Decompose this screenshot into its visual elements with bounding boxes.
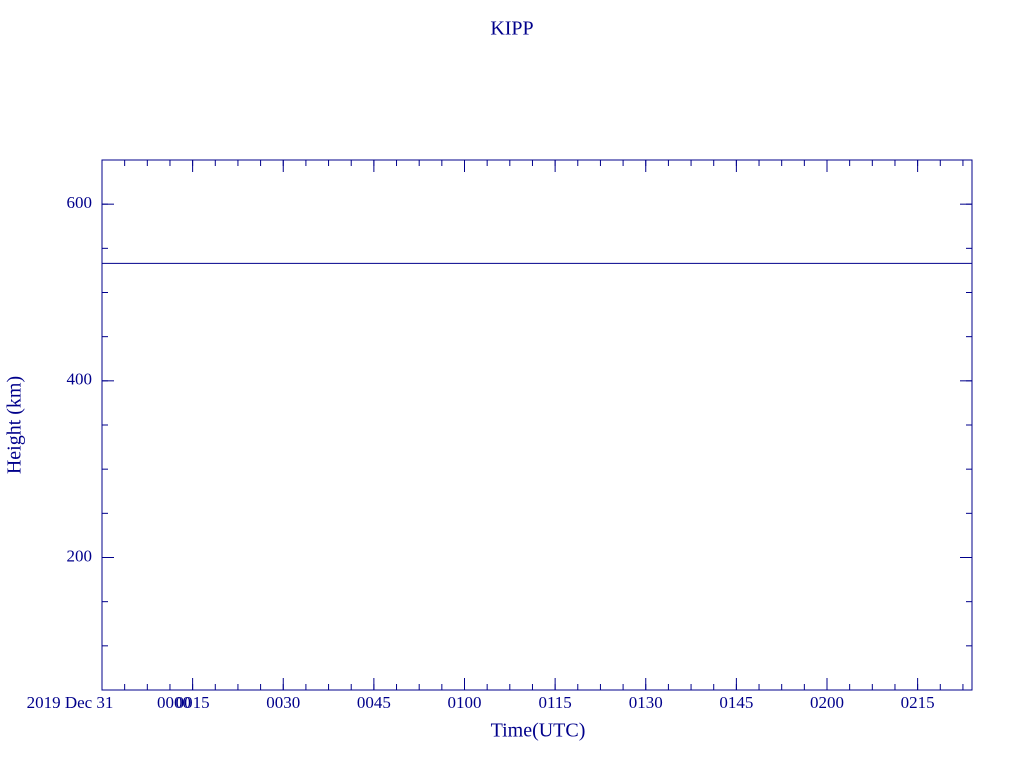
y-tick-label: 400: [67, 370, 93, 389]
x-tick-label: 0215: [901, 693, 935, 712]
x-tick-label: 0015: [176, 693, 210, 712]
x-tick-label: 0115: [538, 693, 571, 712]
x-tick-label: 0145: [719, 693, 753, 712]
chart-title: KIPP: [490, 18, 533, 40]
x-date-label: 2019 Dec 31: [27, 693, 114, 712]
x-axis-label: Time(UTC): [491, 720, 586, 742]
x-tick-label: 0130: [629, 693, 663, 712]
y-tick-label: 200: [67, 546, 93, 565]
x-tick-label: 0030: [266, 693, 300, 712]
x-tick-label: 0045: [357, 693, 391, 712]
x-tick-label: 0000: [157, 693, 191, 712]
y-axis-label: Height (km): [4, 376, 26, 474]
x-tick-label: 0200: [810, 693, 844, 712]
plot-frame: [101, 159, 973, 691]
x-tick-label: 0100: [448, 693, 482, 712]
y-tick-label: 600: [67, 193, 93, 212]
